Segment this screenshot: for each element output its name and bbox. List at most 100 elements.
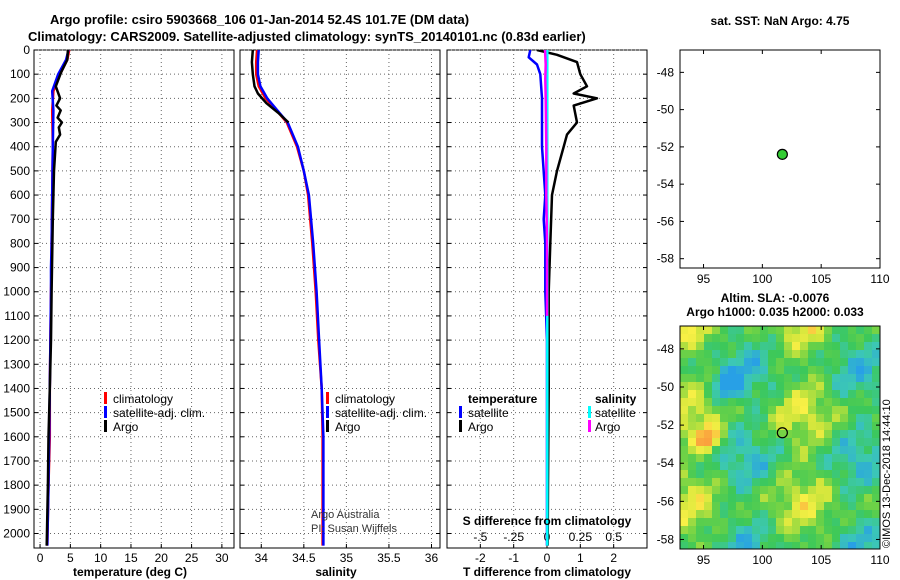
y-tick-label: 400 [10,140,30,154]
sla-cell [704,350,713,359]
sla-cell [728,486,737,495]
sla-cell [864,398,873,407]
sla-cell [736,374,745,383]
sla-cell [768,414,777,423]
sla-cell [688,446,697,455]
sla-cell [808,358,817,367]
sla-cell [816,350,825,359]
sla-cell [736,422,745,431]
x-tick-label: 34.5 [292,551,316,565]
sla-cell [800,326,809,335]
imos-credit: ©IMOS 13-Dec-2018 14:44:10 [881,399,893,548]
sla-cell [744,486,753,495]
sla-cell [824,502,833,511]
x-tick-label: 95 [697,272,711,286]
sla-cell [720,366,729,375]
sla-cell [704,446,713,455]
sla-cell [736,414,745,423]
sla-cell [872,358,880,367]
sla-cell [736,526,745,535]
sla-cell [864,462,873,471]
sla-cell [760,342,769,351]
sla-cell [760,542,769,549]
sla-cell [744,334,753,343]
sla-cell [696,518,705,527]
sla-cell [712,358,721,367]
sla-cell [808,494,817,503]
sla-cell [688,470,697,479]
sla-cell [864,358,873,367]
sla-cell [744,366,753,375]
sla-cell [688,366,697,375]
sla-cell [736,438,745,447]
sla-cell [712,390,721,399]
sla-cell [744,358,753,367]
sla-cell [744,438,753,447]
sla-cell [848,374,857,383]
sla-cell [792,526,801,535]
sla-cell [720,478,729,487]
sla-cell [784,406,793,415]
sla-cell [736,534,745,543]
sla-cell [728,374,737,383]
sla-cell [720,342,729,351]
sla-cell [816,422,825,431]
sla-cell [776,478,785,487]
sla-cell [776,526,785,535]
sla-cell [688,486,697,495]
sla-cell [720,358,729,367]
sla-cell [680,542,689,549]
sla-cell [680,406,689,415]
sla-cell [840,366,849,375]
sla-cell [872,414,880,423]
y-tick-label: 1900 [3,502,30,516]
sla-cell [704,334,713,343]
sla-cell [856,446,865,455]
sla-cell [864,374,873,383]
sla-cell [728,542,737,549]
sla-cell [856,494,865,503]
sla-cell [760,470,769,479]
sla-cell [872,422,880,431]
sla-cell [760,350,769,359]
sla-cell [824,462,833,471]
sla-cell [848,430,857,439]
sla-cell [792,534,801,543]
sla-cell [696,502,705,511]
sla-cell [816,358,825,367]
sla-cell [824,438,833,447]
sla-cell [720,414,729,423]
sla-cell [856,326,865,335]
sla-cell [712,510,721,519]
sla-cell [856,486,865,495]
sla-cell [840,406,849,415]
sla-cell [840,478,849,487]
sla-cell [768,406,777,415]
sla-cell [808,374,817,383]
legend-swatch-t-argo [459,420,462,432]
sla-cell [712,350,721,359]
sla-cell [832,526,841,535]
sla-cell [864,326,873,335]
sla-cell [768,366,777,375]
sla-cell [712,430,721,439]
t-difference-xlabel: T difference from climatology [463,565,631,579]
sla-cell [712,334,721,343]
sla-cell [832,438,841,447]
sla-cell [688,542,697,549]
sla-cell [736,398,745,407]
sla-cell [688,414,697,423]
sla-cell [848,326,857,335]
sla-cell [840,462,849,471]
sla-cell [752,382,761,391]
sla-cell [736,366,745,375]
sla-cell [688,358,697,367]
sla-cell [712,398,721,407]
sla-cell [688,350,697,359]
sla-cell [800,382,809,391]
sla-cell [776,494,785,503]
sla-map: Altim. SLA: -0.0076 Argo h1000: 0.035 h2… [657,291,893,567]
sla-cell [704,494,713,503]
sla-cell [728,430,737,439]
sla-cell [832,414,841,423]
